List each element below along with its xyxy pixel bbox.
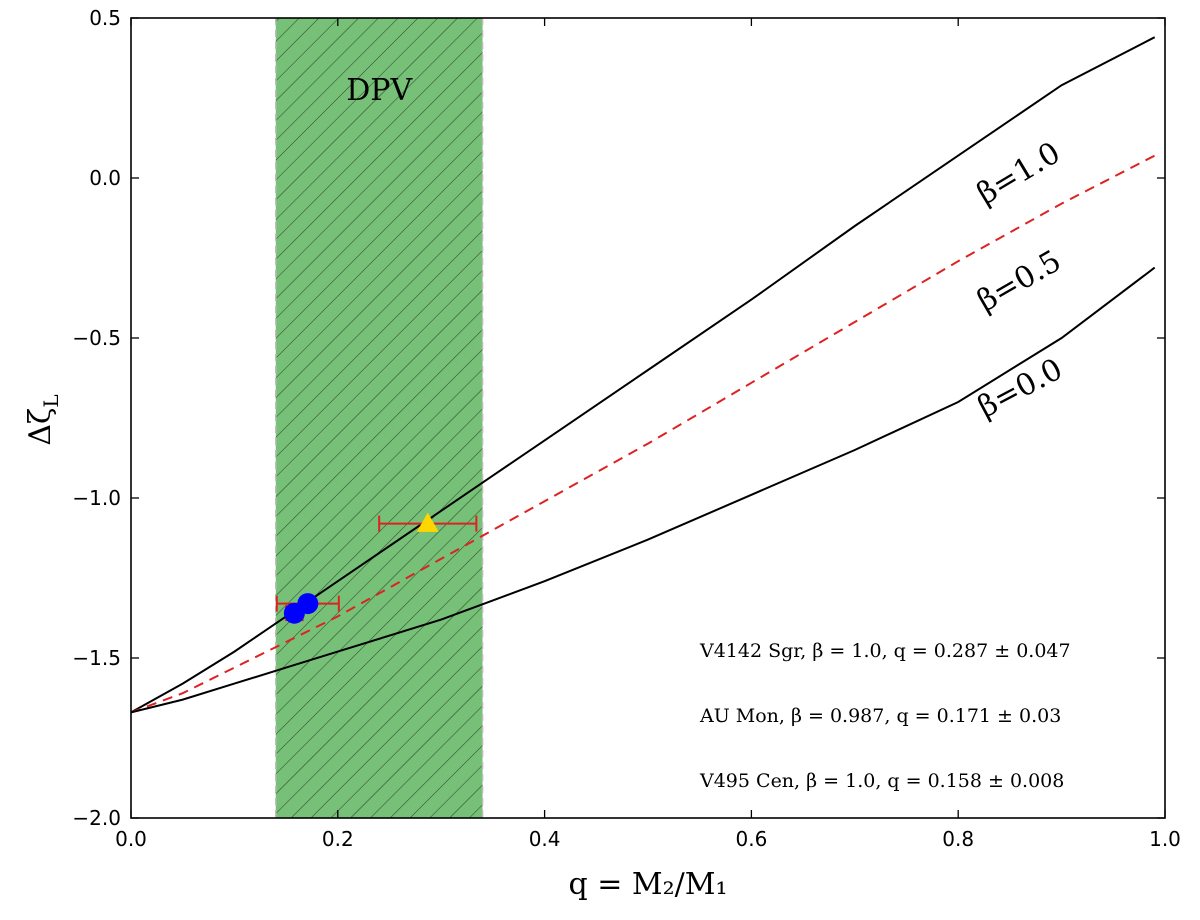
annotation-au-mon: AU Mon, β = 0.987, q = 0.171 ± 0.03 [699, 705, 1061, 727]
data-point-0 [416, 512, 439, 532]
y-axis-title-main: Δζ [23, 408, 58, 446]
x-tick-label: 1.0 [1149, 827, 1181, 851]
series-line-1 [131, 154, 1156, 714]
x-axis-title: q = M₂/M₁ [568, 867, 727, 902]
x-tick-label: 0.6 [735, 827, 767, 851]
curve-label-beta-1: β=1.0 [971, 135, 1066, 211]
x-tick-label: 0.8 [942, 827, 974, 851]
curve-label-beta-0-5: β=0.5 [972, 244, 1068, 319]
y-tick-label: −2.0 [72, 806, 121, 830]
plot-frame [130, 17, 1166, 819]
x-tick-label: 0.4 [529, 827, 561, 851]
series-line-0 [131, 36, 1156, 714]
y-tick-label: −1.5 [72, 646, 121, 670]
y-tick-label: −0.5 [72, 326, 121, 350]
y-tick-label: 0.5 [89, 6, 121, 30]
series-line-2 [131, 266, 1156, 714]
y-tick-label: 0.0 [89, 166, 121, 190]
x-tick-label: 0.2 [322, 827, 354, 851]
y-tick-label: −1.0 [72, 486, 121, 510]
annotation-v495-cen: V495 Cen, β = 1.0, q = 0.158 ± 0.008 [699, 770, 1064, 792]
dpv-region-label: DPV [346, 73, 413, 108]
y-axis-title-sub: L [39, 394, 63, 407]
annotation-v4142-sgr: V4142 Sgr, β = 1.0, q = 0.287 ± 0.047 [699, 640, 1071, 662]
data-point-2 [283, 602, 305, 624]
x-tick-label: 0.0 [115, 827, 147, 851]
dpv-region-hatch [275, 18, 483, 818]
y-axis-title: ΔζL [23, 394, 63, 445]
